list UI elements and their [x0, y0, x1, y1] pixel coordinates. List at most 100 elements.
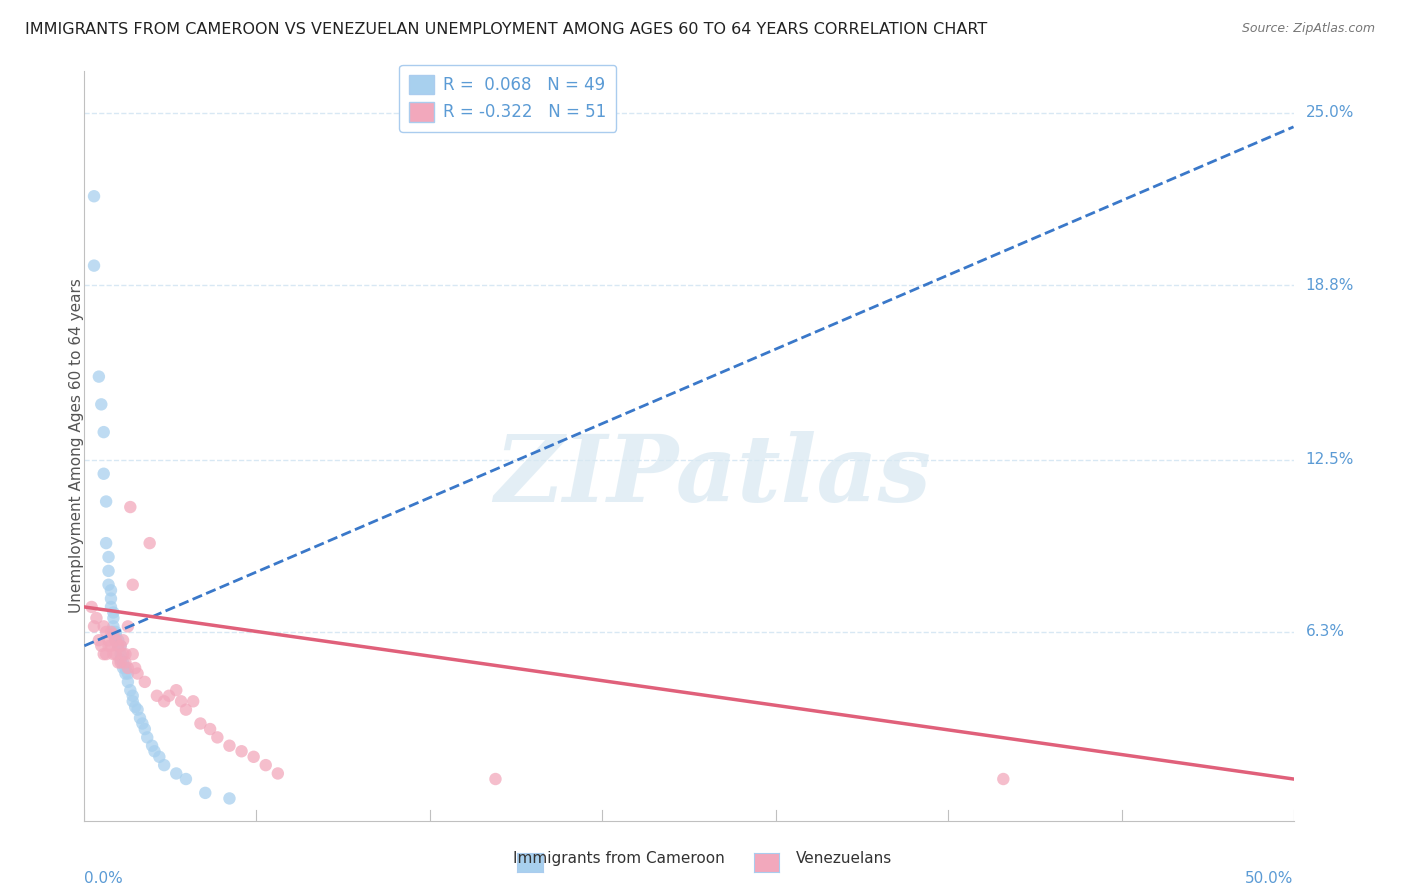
Point: [93, 619, 115, 633]
Point: [124, 699, 146, 714]
Point: [129, 711, 152, 725]
Legend: R =  0.068   N = 49, R = -0.322   N = 51: R = 0.068 N = 49, R = -0.322 N = 51: [399, 65, 616, 131]
Point: [104, 647, 127, 661]
Point: [117, 666, 139, 681]
Point: [110, 639, 132, 653]
Point: [121, 694, 143, 708]
Point: [80, 599, 103, 614]
Point: [110, 647, 132, 661]
Point: [107, 639, 129, 653]
Point: [104, 628, 127, 642]
Point: [174, 703, 197, 717]
Point: [114, 661, 136, 675]
Point: [94, 647, 117, 661]
Point: [153, 694, 176, 708]
Point: [110, 653, 132, 667]
Point: [231, 744, 253, 758]
Point: [181, 694, 204, 708]
Point: [121, 578, 143, 592]
Text: 18.8%: 18.8%: [1306, 277, 1354, 293]
Point: [138, 536, 160, 550]
Point: [97, 564, 120, 578]
Point: [93, 467, 115, 481]
Point: [114, 666, 136, 681]
Point: [90, 397, 112, 411]
Text: 12.5%: 12.5%: [1306, 452, 1354, 467]
Point: [103, 619, 125, 633]
Text: Source: ZipAtlas.com: Source: ZipAtlas.com: [1241, 22, 1375, 36]
Point: [100, 591, 122, 606]
Point: [127, 666, 149, 681]
Point: [103, 647, 125, 661]
Text: 0.0%: 0.0%: [84, 871, 124, 886]
Point: [254, 758, 277, 772]
Point: [170, 694, 193, 708]
Point: [104, 633, 127, 648]
Point: [143, 744, 166, 758]
Point: [112, 661, 135, 675]
Text: 50.0%: 50.0%: [1246, 871, 1294, 886]
Point: [110, 639, 132, 653]
Point: [174, 772, 197, 786]
Point: [107, 639, 129, 653]
Point: [97, 633, 120, 648]
Point: [194, 786, 217, 800]
Point: [198, 722, 221, 736]
Point: [100, 599, 122, 614]
Point: [146, 689, 169, 703]
Point: [141, 739, 163, 753]
Point: [993, 772, 1015, 786]
Point: [86, 611, 108, 625]
Point: [117, 619, 139, 633]
Point: [114, 656, 136, 670]
Point: [103, 628, 125, 642]
Point: [121, 689, 143, 703]
Point: [87, 633, 110, 648]
Point: [97, 578, 120, 592]
Point: [94, 536, 117, 550]
Point: [83, 189, 105, 203]
Point: [103, 606, 125, 620]
Point: [134, 722, 156, 736]
Point: [190, 716, 212, 731]
Point: [117, 661, 139, 675]
Point: [207, 731, 229, 745]
Point: [97, 639, 120, 653]
Point: [107, 633, 129, 648]
Point: [83, 619, 105, 633]
Point: [267, 766, 290, 780]
Point: [127, 703, 149, 717]
Text: 6.3%: 6.3%: [1306, 624, 1344, 640]
Point: [103, 611, 125, 625]
Point: [83, 259, 105, 273]
Point: [112, 633, 135, 648]
Point: [136, 731, 159, 745]
Text: 25.0%: 25.0%: [1306, 105, 1354, 120]
Point: [112, 647, 135, 661]
Point: [87, 369, 110, 384]
Point: [103, 624, 125, 639]
Point: [218, 791, 240, 805]
Point: [117, 674, 139, 689]
Point: [121, 647, 143, 661]
Point: [107, 656, 129, 670]
Point: [90, 639, 112, 653]
Point: [134, 674, 156, 689]
Point: [97, 549, 120, 564]
Point: [124, 661, 146, 675]
Point: [165, 766, 187, 780]
Point: [94, 494, 117, 508]
Point: [100, 583, 122, 598]
Point: [242, 749, 264, 764]
Point: [104, 633, 127, 648]
Point: [218, 739, 240, 753]
Point: [104, 624, 127, 639]
Point: [120, 500, 142, 514]
Point: [93, 647, 115, 661]
Point: [165, 683, 187, 698]
Point: [100, 624, 122, 639]
Point: [94, 624, 117, 639]
Point: [484, 772, 506, 786]
Point: [120, 683, 142, 698]
Text: Immigrants from Cameroon: Immigrants from Cameroon: [513, 851, 724, 865]
